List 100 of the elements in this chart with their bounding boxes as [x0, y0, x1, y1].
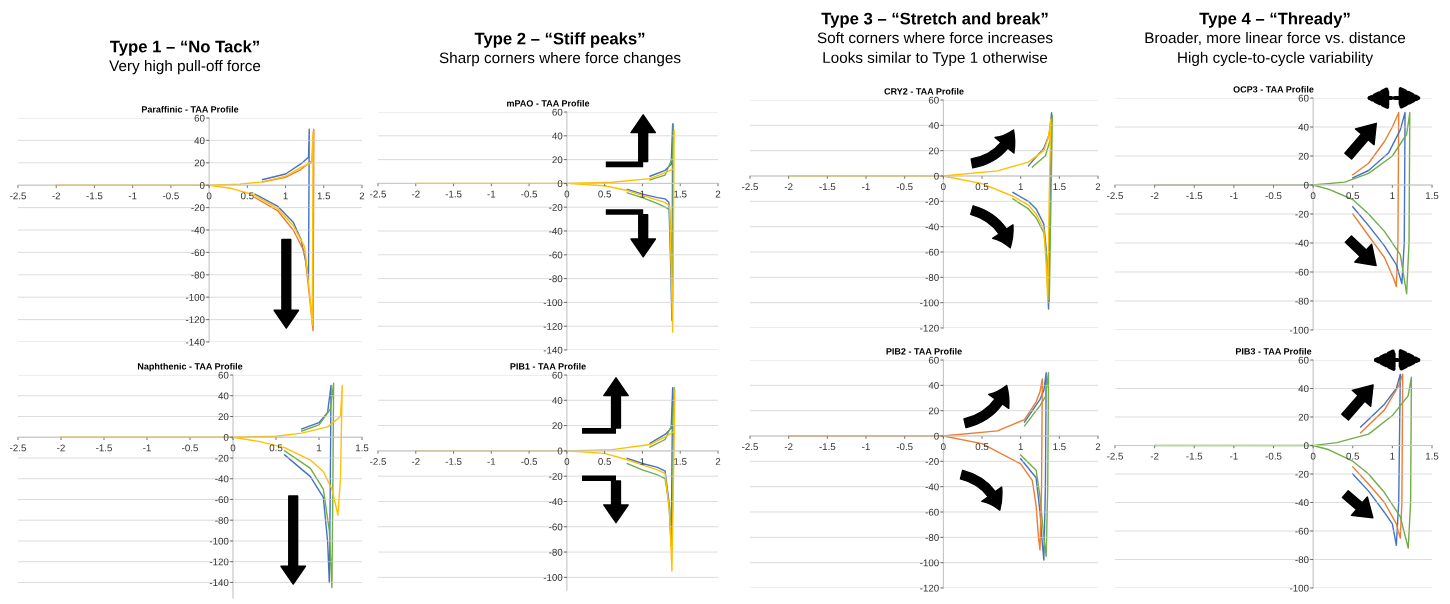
y-tick-label: -120 — [185, 316, 205, 324]
x-tick-label: -0.5 — [182, 444, 198, 452]
y-tick-label: 20 — [552, 422, 563, 430]
y-tick-label: 0 — [934, 432, 939, 440]
x-tick-label: -1 — [1229, 452, 1238, 460]
x-tick-label: 0.5 — [1346, 192, 1360, 200]
y-tick-label: -80 — [215, 516, 229, 524]
x-tick-label: 1 — [1390, 192, 1395, 199]
x-tick-label: -2 — [784, 183, 793, 190]
text: Type 1 – “No Tack” — [110, 40, 259, 56]
y-tick-label: -80 — [1295, 556, 1309, 564]
x-tick-label: 0 — [564, 190, 570, 198]
y-tick-label: 40 — [928, 122, 939, 129]
y-tick-label: 0 — [934, 172, 939, 180]
x-tick-label: 1.5 — [1053, 183, 1066, 191]
x-tick-label: 2 — [1095, 443, 1101, 450]
y-tick-label: -100 — [543, 299, 563, 307]
x-tick-label: 1 — [317, 444, 322, 452]
y-tick-label: -80 — [1295, 297, 1309, 305]
y-tick-label: 40 — [552, 132, 563, 140]
x-tick-label: -0.5 — [162, 192, 179, 200]
x-tick-label: 0.5 — [975, 443, 989, 451]
x-tick-label: -0.5 — [896, 443, 913, 451]
y-tick-label: -60 — [191, 249, 205, 257]
y-tick-label: -20 — [925, 458, 939, 465]
x-tick-label: -1.5 — [819, 443, 836, 451]
y-tick-label: 20 — [194, 159, 205, 167]
x-tick-label: -1.5 — [819, 183, 836, 191]
y-tick-label: 60 — [928, 356, 939, 364]
y-tick-label: 60 — [928, 96, 939, 104]
x-tick-label: 1.5 — [1425, 452, 1439, 460]
y-tick-label: -20 — [1295, 210, 1309, 218]
x-tick-label: -0.5 — [1265, 192, 1282, 200]
x-tick-label: 1 — [640, 458, 645, 465]
y-tick-label: -40 — [925, 483, 939, 491]
x-tick-label: -1 — [487, 190, 496, 198]
y-tick-label: -100 — [1289, 326, 1309, 334]
text: Soft corners where force increases Looks similar to Type 1 otherwise — [817, 32, 1053, 67]
y-tick-label: -60 — [215, 496, 229, 504]
x-tick-label: 0 — [564, 458, 570, 465]
y-tick-label: -20 — [191, 204, 205, 212]
text: Very high pull-off force — [109, 60, 261, 75]
x-tick-label: 1 — [1018, 183, 1023, 190]
x-tick-label: -2 — [52, 192, 61, 200]
x-tick-label: 1.5 — [1425, 192, 1439, 200]
y-tick-label: -80 — [925, 534, 939, 541]
x-tick-label: -2.5 — [742, 183, 758, 191]
x-tick-label: -2.5 — [742, 443, 758, 451]
y-tick-label: -120 — [920, 324, 939, 332]
y-tick-label: -140 — [543, 346, 563, 354]
y-tick-label: 40 — [1298, 385, 1309, 393]
x-tick-label: 1.5 — [674, 458, 687, 465]
x-tick-label: 2 — [715, 190, 721, 198]
x-tick-label: 1 — [283, 192, 288, 200]
y-tick-label: -80 — [549, 548, 563, 556]
y-tick-label: -100 — [543, 574, 563, 581]
x-tick-label: -1 — [862, 183, 870, 190]
y-tick-label: 20 — [218, 413, 229, 421]
y-tick-label: -100 — [920, 299, 939, 307]
chart-title: PIB1 - TAA Profile — [510, 362, 586, 370]
x-tick-label: -1 — [128, 192, 137, 200]
x-tick-label: -0.5 — [521, 190, 538, 198]
chart-title: PIB3 - TAA Profile — [1235, 347, 1312, 355]
y-tick-label: -20 — [549, 203, 563, 211]
chart-title: OCP3 - TAA Profile — [1233, 85, 1314, 93]
y-tick-label: -20 — [215, 454, 229, 462]
chart-title: PIB2 - TAA Profile — [886, 347, 962, 355]
y-tick-label: 60 — [1298, 356, 1309, 364]
x-tick-label: -1.5 — [1186, 452, 1203, 460]
y-tick-label: 40 — [1298, 123, 1309, 131]
x-tick-label: -1 — [143, 444, 151, 452]
x-tick-label: -2.5 — [1107, 452, 1123, 460]
chart-title: Naphthenic - TAA Profile — [137, 362, 243, 372]
x-tick-label: 0.5 — [975, 183, 989, 191]
x-tick-label: 2 — [1095, 183, 1101, 190]
text: Sharp corners where force changes — [439, 52, 681, 67]
y-tick-label: -120 — [209, 558, 229, 566]
y-tick-label: -80 — [925, 274, 939, 281]
x-tick-label: -2.5 — [1107, 192, 1123, 200]
x-tick-label: -1.5 — [1186, 192, 1203, 200]
x-tick-label: 0 — [1310, 452, 1316, 460]
x-tick-label: -0.5 — [896, 183, 913, 191]
y-tick-label: -60 — [1295, 268, 1309, 276]
x-tick-label: 1 — [1018, 443, 1023, 450]
x-tick-label: 1 — [1390, 452, 1395, 460]
y-tick-label: -100 — [209, 537, 229, 545]
y-tick-label: 40 — [928, 382, 939, 389]
y-tick-label: -80 — [549, 275, 563, 283]
y-tick-label: -20 — [549, 472, 563, 480]
text: Type 3 – “Stretch and break” — [821, 12, 1048, 28]
y-tick-label: -40 — [549, 498, 563, 506]
y-tick-label: 20 — [1298, 152, 1309, 160]
y-tick-label: -120 — [543, 322, 563, 330]
x-tick-label: -1.5 — [445, 190, 462, 198]
chart-title: mPAO - TAA Profile — [507, 99, 590, 107]
y-tick-label: 20 — [928, 407, 939, 415]
text: Broader, more linear force vs. distance High cycle-to-cycle variability — [1145, 32, 1406, 67]
x-tick-label: 0.5 — [598, 190, 612, 198]
x-tick-label: 0 — [1310, 192, 1316, 200]
y-tick-label: -100 — [185, 293, 205, 301]
